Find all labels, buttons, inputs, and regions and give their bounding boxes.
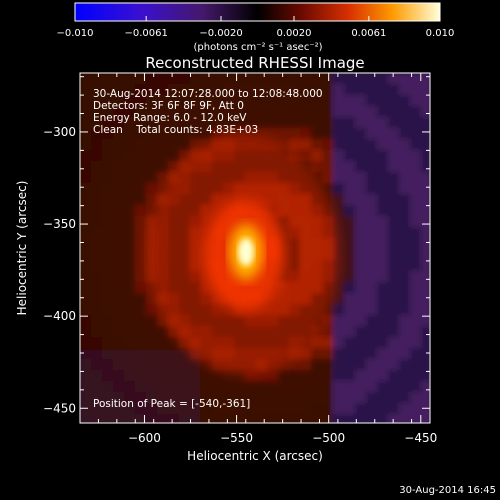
colorbar-tick-labels: −0.010 −0.0061 −0.0020 0.0020 0.0061 0.010 (56, 28, 454, 39)
x-tick-label: −600 (128, 431, 161, 445)
colorbar-tick-label: −0.010 (56, 28, 93, 39)
y-tick-labels: −300 −350 −400 −450 (43, 125, 76, 415)
x-tick-label: −450 (404, 431, 437, 445)
x-tick-label: −500 (312, 431, 345, 445)
clean-annotation: Clean Total counts: 4.83E+03 (93, 124, 258, 136)
axis-ticks (80, 73, 430, 423)
y-tick-label: −450 (43, 401, 76, 415)
colorbar-tick-label: 0.010 (426, 28, 455, 39)
x-tick-label: −550 (220, 431, 253, 445)
colorbar-unit-label: (photons cm⁻² s⁻¹ asec⁻²) (193, 42, 322, 53)
y-tick-label: −350 (43, 217, 76, 231)
footer-timestamp: 30-Aug-2014 16:45 (399, 485, 496, 496)
colorbar-ticks (74, 16, 441, 21)
colorbar-tick-label: −0.0020 (199, 28, 242, 39)
y-tick-label: −400 (43, 309, 76, 323)
y-axis-label: Heliocentric Y (arcsec) (15, 181, 29, 316)
colorbar (74, 2, 441, 22)
colorbar-tick-label: 0.0061 (351, 28, 386, 39)
colorbar-tick-label: 0.0020 (277, 28, 312, 39)
x-tick-labels: −600 −550 −500 −450 (128, 431, 437, 445)
colorbar-tick-label: −0.0061 (124, 28, 167, 39)
plot-frame (79, 72, 431, 424)
detectors-annotation: Detectors: 3F 6F 8F 9F, Att 0 (93, 100, 244, 112)
y-tick-label: −300 (43, 125, 76, 139)
peak-annotation: Position of Peak = [-540,-361] (93, 398, 250, 410)
chart-title: Reconstructed RHESSI Image (145, 54, 364, 72)
heatmap-image (80, 73, 430, 423)
time-range-annotation: 30-Aug-2014 12:07:28.000 to 12:08:48.000 (93, 88, 323, 100)
energy-annotation: Energy Range: 6.0 - 12.0 keV (93, 112, 247, 124)
x-axis-label: Heliocentric X (arcsec) (187, 449, 323, 463)
